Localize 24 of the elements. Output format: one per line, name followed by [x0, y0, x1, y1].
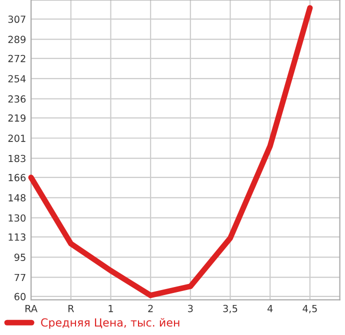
y-tick-label: 307	[8, 16, 26, 23]
y-tick-label: 130	[8, 214, 26, 222]
x-tick-label: 3,5	[223, 304, 238, 314]
y-tick-label: 113	[8, 233, 26, 241]
y-tick-label: 166	[8, 174, 26, 182]
y-tick-label: 219	[8, 114, 26, 122]
x-tick-label: R	[68, 304, 74, 312]
y-tick-label: 77	[14, 274, 26, 282]
x-tick-label: 3	[188, 304, 193, 312]
y-tick-label: 236	[8, 95, 26, 103]
x-tick-label: 1	[108, 304, 113, 312]
legend-label: Средняя Цена, тыс. йен	[41, 318, 180, 329]
x-tick-label: 2	[148, 304, 153, 312]
y-tick-label: 183	[8, 154, 26, 162]
y-tick-label: 272	[8, 54, 26, 62]
x-tick-label: 4,5	[302, 304, 317, 314]
y-tick-label: 201	[8, 134, 26, 142]
y-tick-label: 60	[14, 292, 26, 300]
x-tick-label: 4	[267, 304, 273, 312]
y-tick-label: 148	[8, 194, 26, 202]
x-tick-label: RA	[25, 304, 38, 312]
y-tick-label: 95	[14, 254, 26, 261]
y-tick-label: 254	[8, 75, 26, 82]
y-tick-label: 289	[8, 36, 26, 44]
